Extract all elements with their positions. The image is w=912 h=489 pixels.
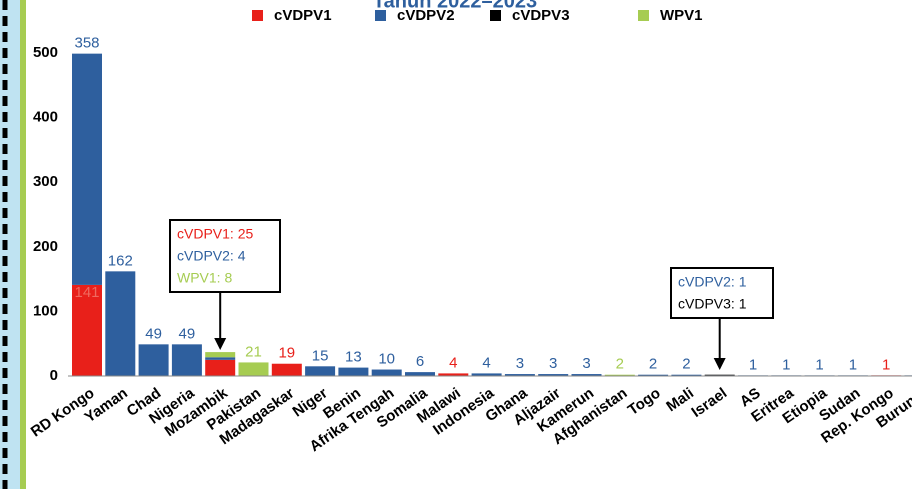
bar-segment [271, 363, 302, 376]
bar-segment [305, 366, 336, 376]
legend-label: cVDPV3 [512, 7, 570, 24]
bar-segment [571, 374, 602, 376]
legend-label: WPV1 [660, 7, 703, 24]
callout-arrowhead [713, 358, 726, 370]
bar-segment [604, 374, 635, 376]
side-decoration [0, 0, 26, 489]
bar-segment [438, 373, 469, 376]
data-label: 13 [345, 349, 362, 366]
data-label: 4 [449, 354, 457, 371]
y-tick-label: 0 [50, 367, 58, 384]
bar-segment [504, 374, 535, 376]
data-label: 19 [278, 345, 295, 362]
data-label: 1 [815, 356, 823, 373]
bar-segment [405, 372, 435, 376]
chart-title: Tahun 2022–2023 [373, 0, 537, 12]
legend-label: cVDPV2 [397, 7, 455, 24]
callout-box [670, 267, 774, 319]
data-label: 6 [416, 353, 424, 370]
bar-segment [171, 344, 202, 376]
data-label: 2 [616, 356, 624, 373]
data-label: 1 [782, 356, 790, 373]
data-label: 162 [108, 252, 133, 269]
data-label: 2 [682, 356, 690, 373]
y-tick-label: 300 [33, 173, 58, 190]
bar-segment [538, 374, 569, 376]
callout-text: WPV1: 8 [177, 270, 232, 286]
bar-segment [238, 362, 269, 376]
data-label: 21 [245, 343, 262, 360]
callout-text: cVDPV2: 4 [177, 248, 246, 264]
data-label: 2 [649, 356, 657, 373]
x-tick-label: Israel [688, 385, 730, 421]
callout-box [169, 219, 281, 293]
legend-swatch [490, 10, 501, 21]
callout-text: cVDPV3: 1 [678, 296, 747, 312]
callout-text: cVDPV2: 1 [678, 274, 747, 290]
legend-label: cVDPV1 [274, 7, 332, 24]
y-tick-label: 200 [33, 238, 58, 255]
bar-segment [338, 367, 369, 376]
data-label: 49 [179, 325, 196, 342]
bar-segment [205, 352, 236, 358]
bar-segment [205, 357, 236, 360]
legend-swatch [252, 10, 263, 21]
callout-arrowhead [214, 338, 227, 350]
x-tick-label: Togo [625, 385, 664, 419]
callout-text: cVDPV1: 25 [177, 226, 253, 242]
legend-swatch [375, 10, 386, 21]
data-label: 1 [849, 356, 857, 373]
data-label: 141 [74, 284, 99, 301]
data-label: 4 [482, 354, 490, 371]
data-label: 3 [582, 355, 590, 372]
data-label: 3 [516, 355, 524, 372]
bar-segment [371, 369, 402, 376]
data-label: 15 [312, 347, 329, 364]
data-label: 1 [882, 356, 890, 373]
data-label: 49 [145, 325, 162, 342]
bar-segment [205, 359, 236, 376]
legend-swatch [638, 10, 649, 21]
data-label: 10 [378, 351, 395, 368]
y-tick-label: 400 [33, 109, 58, 126]
bar-segment [704, 374, 735, 376]
bar-segment [671, 374, 702, 376]
data-label: 1 [749, 356, 757, 373]
bar-segment [638, 374, 669, 376]
data-label: 3 [549, 355, 557, 372]
y-tick-label: 500 [33, 44, 58, 61]
bar-segment [105, 271, 136, 376]
bar-segment [138, 344, 169, 376]
bar-segment [471, 373, 502, 376]
bar-segment [72, 53, 102, 285]
bar-segment [72, 284, 102, 376]
y-tick-label: 100 [33, 302, 58, 319]
data-label: 358 [74, 35, 99, 52]
